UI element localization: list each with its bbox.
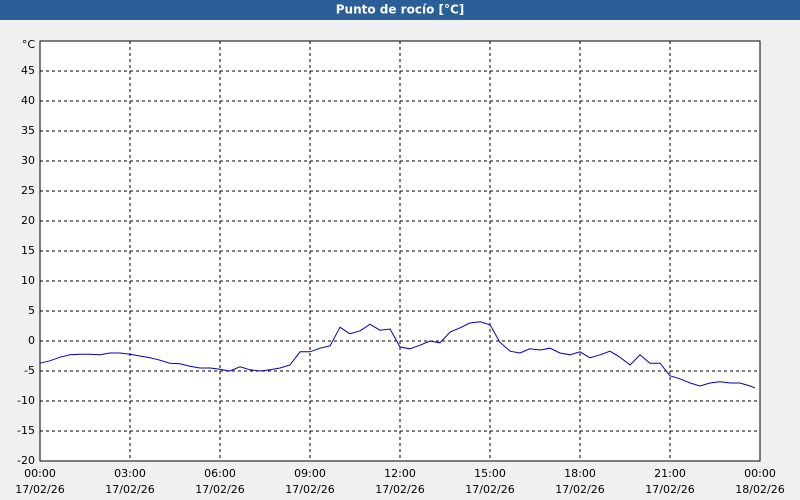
y-tick-label: 45 xyxy=(21,64,35,77)
y-tick-label: 30 xyxy=(21,154,35,167)
x-tick-date: 17/02/26 xyxy=(465,483,514,496)
y-tick-label: -15 xyxy=(17,424,35,437)
y-tick-label: 5 xyxy=(28,304,35,317)
x-tick-label: 12:00 xyxy=(384,467,416,480)
y-unit: °C xyxy=(22,38,36,51)
y-tick-label: 10 xyxy=(21,274,35,287)
plot-border xyxy=(39,40,761,462)
y-tick-label: 15 xyxy=(21,244,35,257)
y-tick-label: 40 xyxy=(21,94,35,107)
x-tick-label: 00:00 xyxy=(744,467,776,480)
x-tick-date: 17/02/26 xyxy=(195,483,244,496)
y-tick-label: -20 xyxy=(17,454,35,467)
data-line xyxy=(39,321,756,389)
title-bar xyxy=(0,0,800,20)
x-tick-label: 09:00 xyxy=(294,467,326,480)
y-tick-label: -5 xyxy=(24,364,35,377)
x-tick-label: 06:00 xyxy=(204,467,236,480)
x-tick-date: 18/02/26 xyxy=(735,483,784,496)
x-tick-date: 17/02/26 xyxy=(555,483,604,496)
x-tick-label: 18:00 xyxy=(564,467,596,480)
x-tick-date: 17/02/26 xyxy=(105,483,154,496)
x-tick-label: 03:00 xyxy=(114,467,146,480)
x-tick-label: 15:00 xyxy=(474,467,506,480)
x-tick-date: 17/02/26 xyxy=(645,483,694,496)
y-tick-label: 0 xyxy=(28,334,35,347)
y-tick-label: -10 xyxy=(17,394,35,407)
x-tick-date: 17/02/26 xyxy=(375,483,424,496)
x-tick-date: 17/02/26 xyxy=(285,483,334,496)
y-tick-label: 20 xyxy=(21,214,35,227)
y-tick-label: 35 xyxy=(21,124,35,137)
x-tick-label: 21:00 xyxy=(654,467,686,480)
x-tick-label: 00:00 xyxy=(24,467,56,480)
chart-title: Punto de rocío [°C] xyxy=(336,3,465,17)
y-tick-label: 25 xyxy=(21,184,35,197)
x-tick-date: 17/02/26 xyxy=(15,483,64,496)
